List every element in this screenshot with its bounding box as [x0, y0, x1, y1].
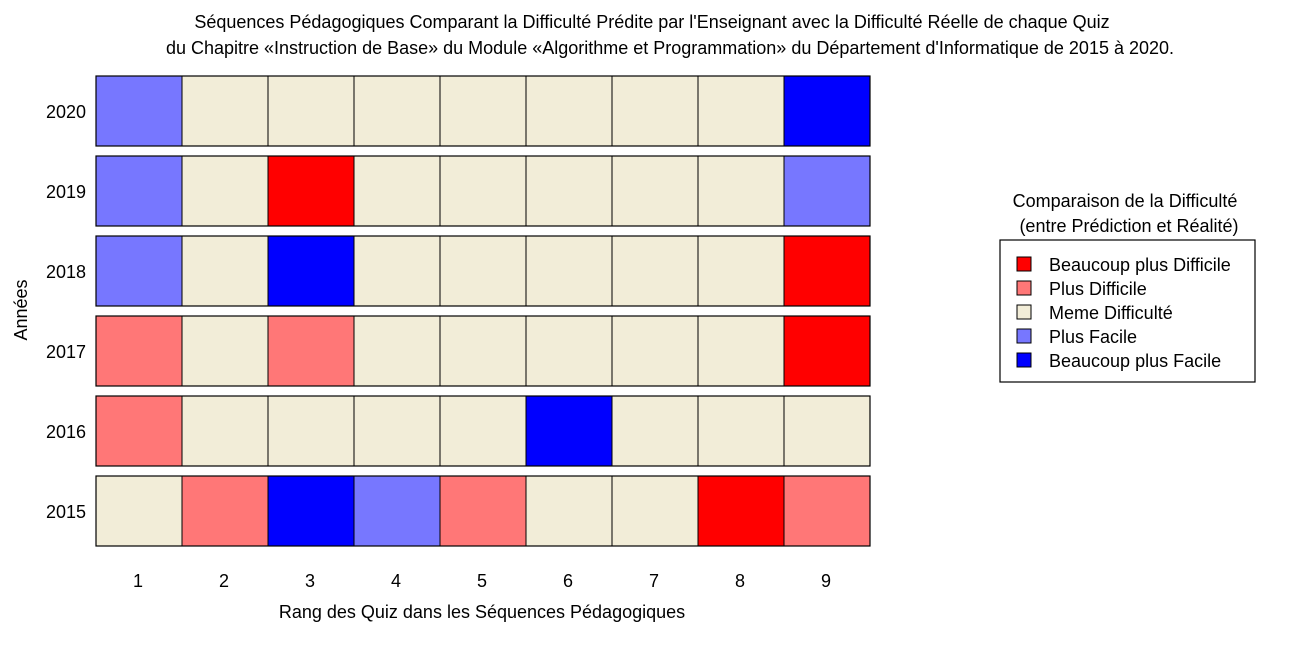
cell-2018-3 — [267, 235, 355, 307]
y-axis-ticks: 2020 2019 2018 2017 2016 2015 — [46, 102, 86, 522]
cell-2020-8 — [697, 75, 785, 147]
legend: Comparaison de la Difficulté (entre Préd… — [999, 191, 1256, 383]
cell-2016-9 — [783, 395, 871, 467]
y-tick-label-2017: 2017 — [46, 342, 86, 362]
cell-2020-7 — [611, 75, 699, 147]
cell-2015-8 — [697, 475, 785, 547]
cell-2016-7 — [611, 395, 699, 467]
x-axis-label: Rang des Quiz dans les Séquences Pédagog… — [279, 602, 685, 622]
cell-2016-4 — [353, 395, 441, 467]
cell-2019-8 — [697, 155, 785, 227]
cell-2018-4 — [353, 235, 441, 307]
cell-2017-5 — [439, 315, 527, 387]
y-tick-label-2018: 2018 — [46, 262, 86, 282]
cell-2019-5 — [439, 155, 527, 227]
legend-label-1: Beaucoup plus Difficile — [1049, 255, 1231, 275]
cell-2020-6 — [525, 75, 613, 147]
cell-2019-1 — [95, 155, 183, 227]
x-tick-label-1: 1 — [133, 571, 143, 591]
row-border-2017 — [95, 315, 871, 387]
cell-2017-8 — [697, 315, 785, 387]
row-borders — [95, 75, 871, 547]
cell-2019-6 — [525, 155, 613, 227]
chart-title-line-2: du Chapitre «Instruction de Base» du Mod… — [166, 38, 1174, 58]
cell-2015-1 — [95, 475, 183, 547]
cell-2016-5 — [439, 395, 527, 467]
cell-2015-7 — [611, 475, 699, 547]
legend-box — [999, 239, 1256, 383]
legend-label-4: Plus Facile — [1049, 327, 1137, 347]
legend-label-3: Meme Difficulté — [1049, 303, 1173, 323]
cell-2018-1 — [95, 235, 183, 307]
y-tick-label-2015: 2015 — [46, 502, 86, 522]
x-axis-ticks: 1 2 3 4 5 6 7 8 9 — [133, 571, 831, 591]
cell-2018-5 — [439, 235, 527, 307]
legend-items: Beaucoup plus Difficile Plus Difficile Mem… — [1016, 255, 1231, 371]
cell-2016-6 — [525, 395, 613, 467]
legend-swatch-2 — [1016, 280, 1032, 296]
x-tick-label-9: 9 — [821, 571, 831, 591]
x-tick-label-5: 5 — [477, 571, 487, 591]
cell-2018-9 — [783, 235, 871, 307]
cell-2019-9 — [783, 155, 871, 227]
cell-2016-3 — [267, 395, 355, 467]
cell-2017-1 — [95, 315, 183, 387]
row-border-2020 — [95, 75, 871, 147]
cell-2018-6 — [525, 235, 613, 307]
cell-2019-4 — [353, 155, 441, 227]
legend-swatch-1 — [1016, 256, 1032, 272]
cell-2015-6 — [525, 475, 613, 547]
cell-2015-3 — [267, 475, 355, 547]
legend-label-5: Beaucoup plus Facile — [1049, 351, 1221, 371]
cell-2016-1 — [95, 395, 183, 467]
x-tick-label-4: 4 — [391, 571, 401, 591]
cell-2017-4 — [353, 315, 441, 387]
cell-2019-2 — [181, 155, 269, 227]
x-tick-label-3: 3 — [305, 571, 315, 591]
cell-2015-9 — [783, 475, 871, 547]
row-border-2016 — [95, 395, 871, 467]
x-tick-label-8: 8 — [735, 571, 745, 591]
cell-2015-2 — [181, 475, 269, 547]
chart-title-line-1: Séquences Pédagogiques Comparant la Diff… — [194, 12, 1109, 32]
heatmap-cells — [95, 75, 871, 547]
legend-title-line-1: Comparaison de la Difficulté — [1013, 191, 1238, 211]
cell-2015-5 — [439, 475, 527, 547]
cell-2015-4 — [353, 475, 441, 547]
cell-2020-9 — [783, 75, 871, 147]
cell-2017-7 — [611, 315, 699, 387]
legend-label-2: Plus Difficile — [1049, 279, 1147, 299]
cell-2016-8 — [697, 395, 785, 467]
legend-swatch-4 — [1016, 328, 1032, 344]
y-tick-label-2020: 2020 — [46, 102, 86, 122]
cell-2017-9 — [783, 315, 871, 387]
cell-2019-7 — [611, 155, 699, 227]
cell-2020-4 — [353, 75, 441, 147]
x-tick-label-6: 6 — [563, 571, 573, 591]
legend-title-line-2: (entre Prédiction et Réalité) — [1019, 216, 1238, 236]
y-tick-label-2019: 2019 — [46, 182, 86, 202]
cell-2017-6 — [525, 315, 613, 387]
cell-2020-3 — [267, 75, 355, 147]
cell-2017-2 — [181, 315, 269, 387]
cell-2018-7 — [611, 235, 699, 307]
y-axis-label: Années — [11, 279, 31, 340]
legend-swatch-3 — [1016, 304, 1032, 320]
row-border-2018 — [95, 235, 871, 307]
cell-2020-2 — [181, 75, 269, 147]
cell-2020-1 — [95, 75, 183, 147]
cell-2019-3 — [267, 155, 355, 227]
cell-2018-8 — [697, 235, 785, 307]
y-tick-label-2016: 2016 — [46, 422, 86, 442]
cell-2020-5 — [439, 75, 527, 147]
legend-swatch-5 — [1016, 352, 1032, 368]
row-border-2019 — [95, 155, 871, 227]
x-tick-label-7: 7 — [649, 571, 659, 591]
x-tick-label-2: 2 — [219, 571, 229, 591]
cell-2017-3 — [267, 315, 355, 387]
row-border-2015 — [95, 475, 871, 547]
cell-2016-2 — [181, 395, 269, 467]
cell-2018-2 — [181, 235, 269, 307]
